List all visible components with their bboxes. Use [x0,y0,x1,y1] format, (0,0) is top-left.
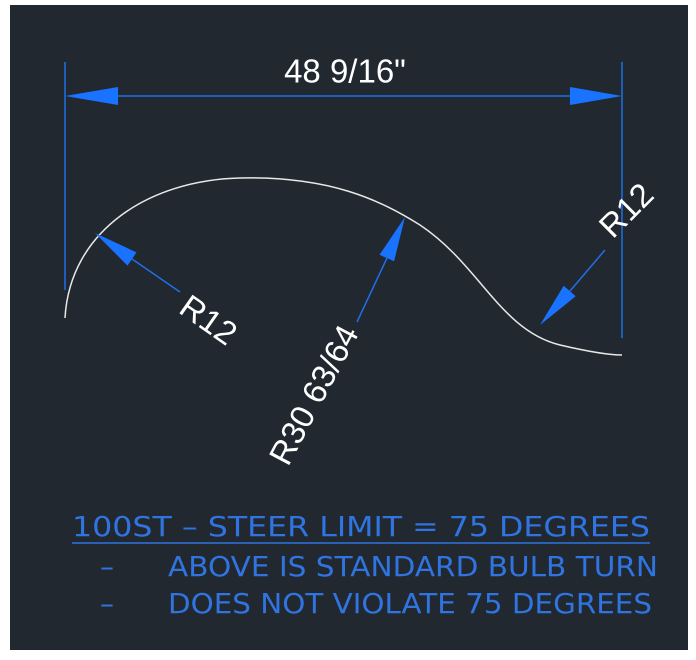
arrowhead [540,285,576,325]
arrowhead [570,87,622,105]
note-dash: – [100,550,114,583]
note-title: 100ST – STEER LIMIT = 75 DEGREES [72,510,650,543]
dimension-text: 48 9/16" [284,53,406,90]
arrowhead [65,87,118,105]
note-text: ABOVE IS STANDARD BULB TURN [168,550,658,583]
leader-line [356,257,388,323]
leader-line [131,258,181,293]
note-dash: – [100,587,114,620]
arrowhead [95,233,137,266]
curve [64,177,623,356]
leader-line [569,249,606,292]
arrowhead [379,217,405,262]
note-text: DOES NOT VIOLATE 75 DEGREES [168,587,652,620]
